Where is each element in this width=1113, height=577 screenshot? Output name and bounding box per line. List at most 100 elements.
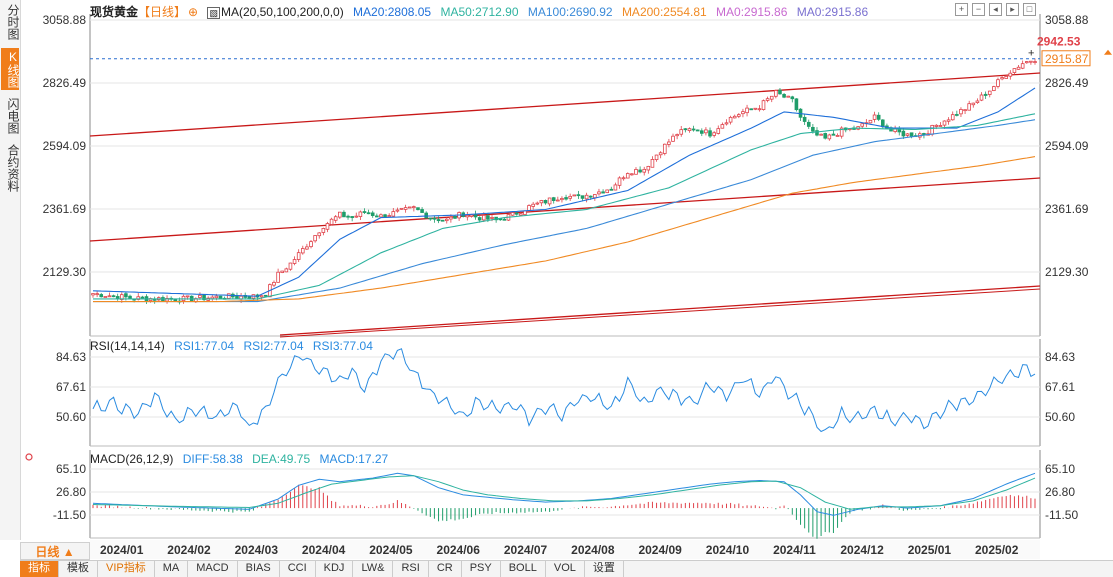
rsi-tick-left: 50.60 [56, 410, 86, 424]
candle-body [868, 119, 873, 124]
indicator-tab-10[interactable]: CR [429, 561, 462, 577]
indicator-tab-4[interactable]: MACD [188, 561, 238, 577]
candle-body [905, 133, 910, 136]
candle-body [934, 124, 939, 127]
rsi-tick-right: 67.61 [1045, 380, 1075, 394]
tab-flash-chart[interactable]: 闪电图 [6, 98, 20, 134]
candle-body [580, 195, 585, 199]
dea-label: DEA:49.75 [252, 452, 311, 466]
candle-body [1033, 61, 1037, 63]
price-tick-left: 3058.88 [43, 13, 87, 27]
candle-body [971, 102, 976, 106]
trendline-lower-1 [279, 285, 1041, 336]
chart-canvas[interactable]: 3058.88 3058.88 2826.49 2826.49 2594.09 2594.… [0, 0, 1113, 560]
candle-body [613, 184, 618, 191]
indicator-tab-7[interactable]: KDJ [316, 561, 354, 577]
candle-body [531, 203, 535, 207]
candle-body [263, 294, 268, 297]
candle-body [300, 248, 305, 254]
last-price-box [1041, 50, 1091, 67]
candle-body [543, 200, 548, 204]
scroll-right-icon[interactable]: ▸ [1006, 3, 1019, 16]
macd-title: MACD(26,12,9) [90, 452, 174, 466]
candle-body [909, 132, 914, 137]
tab-kline[interactable]: K线图 [1, 48, 20, 90]
x-axis-label: 2024/02 [167, 543, 211, 557]
candle-body [576, 194, 581, 197]
candle-body [527, 205, 531, 212]
zoom-out-icon[interactable]: − [972, 3, 985, 16]
price-tick-left: 2129.30 [43, 265, 87, 279]
rsi-tick-left: 84.63 [56, 350, 86, 364]
indicator-tab-8[interactable]: LW& [353, 561, 394, 577]
candle-body [412, 206, 416, 209]
macd-tick-left: -11.50 [53, 508, 86, 522]
macd-diff-line [92, 472, 1036, 516]
candle-body [407, 206, 412, 209]
candle-body [502, 218, 507, 221]
candle-body [749, 108, 753, 111]
tab-timeshare[interactable]: 分时图 [6, 4, 20, 40]
indicator-tab-11[interactable]: PSY [462, 561, 501, 577]
candle-body [609, 188, 614, 191]
candle-body [375, 215, 379, 218]
scroll-left-icon[interactable]: ◂ [989, 3, 1002, 16]
indicator-tab-9[interactable]: RSI [393, 561, 429, 577]
candle-body [317, 232, 322, 237]
candle-body [860, 123, 865, 127]
candle-body [469, 214, 474, 217]
indicator-tab-3[interactable]: MA [155, 561, 189, 577]
indicator-tab-13[interactable]: VOL [546, 561, 585, 577]
x-axis-label: 2024/12 [840, 543, 884, 557]
candle-body [782, 94, 786, 98]
fullscreen-icon[interactable]: □ [1023, 3, 1036, 16]
candle-body [942, 120, 947, 126]
candle-body [757, 108, 762, 111]
candle-body [667, 141, 671, 145]
ma-line-ma50 [93, 113, 1036, 300]
candle-body [440, 219, 445, 222]
candle-body [732, 115, 737, 119]
candle-body [654, 154, 659, 161]
candle-body [568, 195, 572, 199]
indicator-tab-1[interactable]: 模板 [59, 561, 98, 577]
candle-body [617, 177, 622, 186]
candle-body [671, 135, 675, 142]
indicator-tab-2[interactable]: VIP指标 [98, 561, 155, 577]
macd-label: MACD:17.27 [319, 452, 389, 466]
candle-body [634, 169, 638, 175]
candle-body [630, 173, 634, 176]
ma-line-ma200 [93, 156, 1036, 303]
period-label: 【日线】 [138, 5, 187, 19]
candle-body [346, 215, 350, 218]
indicator-tab-0[interactable]: 指标 [20, 561, 59, 577]
macd-tick-right: -11.50 [1045, 508, 1078, 522]
rsi-title: RSI(14,14,14) [90, 339, 165, 353]
candle-body [691, 128, 696, 131]
candle-body [354, 215, 359, 218]
candle-body [391, 211, 396, 217]
indicator-tab-5[interactable]: BIAS [238, 561, 280, 577]
candle-body [449, 216, 453, 220]
candle-body [922, 133, 926, 136]
candle-body [642, 168, 647, 173]
tab-contract-info[interactable]: 合约资料 [6, 144, 20, 192]
candle-body [950, 114, 955, 121]
ma-config-icon[interactable]: ▧ [207, 7, 220, 19]
candle-body [276, 271, 280, 283]
settings-icon[interactable]: ⊕ [188, 5, 199, 19]
candle-body [588, 195, 593, 198]
candle-body [272, 282, 276, 286]
candle-body [486, 215, 490, 220]
candle-body [140, 296, 145, 299]
candle-body [387, 215, 391, 217]
indicator-tab-14[interactable]: 设置 [585, 561, 624, 577]
zoom-in-icon[interactable]: + [955, 3, 968, 16]
candle-body [621, 177, 626, 180]
candle-body [107, 295, 112, 298]
indicator-tab-6[interactable]: CCI [280, 561, 316, 577]
period-selector[interactable]: 日线 ▲ [20, 542, 90, 560]
candle-body [605, 189, 609, 193]
candle-body [313, 235, 317, 242]
indicator-tab-12[interactable]: BOLL [501, 561, 546, 577]
